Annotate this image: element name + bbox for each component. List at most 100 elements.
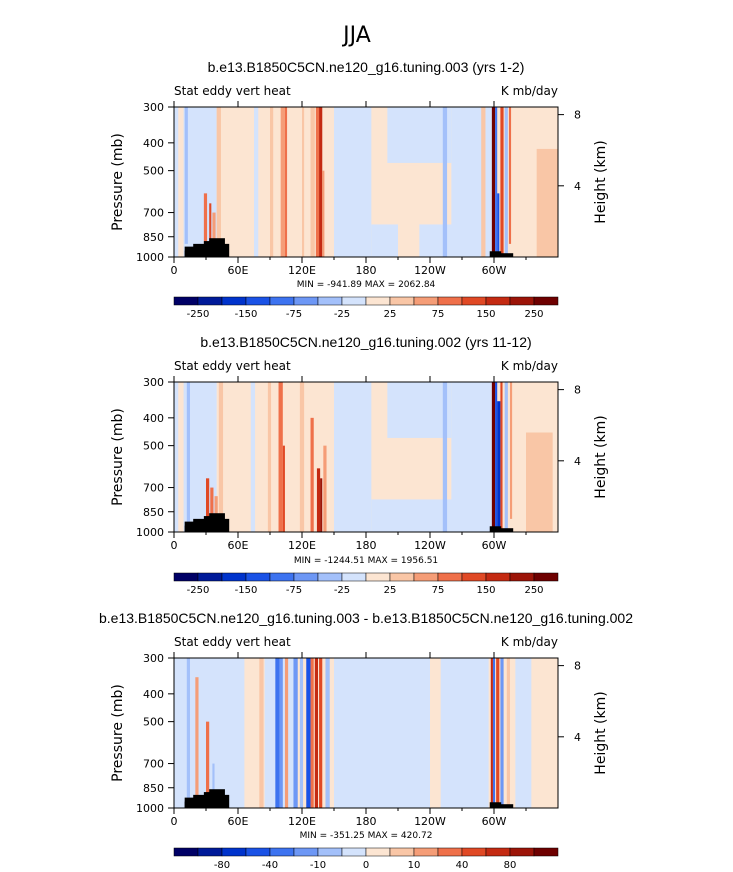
contour-strip bbox=[481, 107, 486, 257]
contour-strip bbox=[497, 401, 501, 532]
contour-strip bbox=[278, 382, 283, 532]
height-tick-label: 4 bbox=[574, 455, 581, 468]
right-string: K mb/day bbox=[501, 635, 558, 649]
topography bbox=[184, 801, 219, 808]
colorbar-cell bbox=[437, 296, 463, 306]
colorbar-cell bbox=[365, 296, 391, 306]
y-tick-label: 300 bbox=[143, 652, 164, 665]
y-tick-label: 850 bbox=[143, 231, 164, 244]
colorbar-cell bbox=[461, 847, 487, 857]
colorbar-cell bbox=[485, 847, 511, 857]
colorbar-cell bbox=[389, 296, 415, 306]
colorbar-cell bbox=[533, 847, 559, 857]
colorbar-cell bbox=[293, 296, 319, 306]
contour-strip bbox=[491, 382, 496, 532]
colorbar-cell bbox=[197, 296, 223, 306]
colorbar-cell bbox=[389, 572, 415, 582]
colorbar-label: -250 bbox=[187, 309, 210, 320]
panel-2: b.e13.B1850C5CN.ne120_g16.tuning.002 (yr… bbox=[110, 334, 609, 596]
contour-strip bbox=[344, 382, 350, 532]
colorbar-label: 150 bbox=[476, 309, 495, 320]
y-tick-label: 1000 bbox=[136, 802, 164, 815]
contour-strip bbox=[310, 417, 314, 532]
contour-strip bbox=[282, 445, 285, 532]
contour-strip bbox=[496, 658, 500, 808]
contour-strip bbox=[536, 658, 556, 808]
contour-strip bbox=[319, 107, 323, 257]
contour-strip bbox=[442, 107, 448, 257]
y-tick-label: 500 bbox=[143, 440, 164, 453]
colorbar-cell bbox=[293, 847, 319, 857]
contour-strip bbox=[212, 212, 216, 257]
contour-strip bbox=[293, 658, 298, 808]
contour-strip bbox=[526, 432, 553, 532]
height-tick-label: 8 bbox=[574, 660, 581, 673]
y-tick-label: 500 bbox=[143, 716, 164, 729]
y-tick-label: 1000 bbox=[136, 251, 164, 264]
contour-strip bbox=[270, 107, 274, 257]
contour-strip bbox=[184, 107, 188, 244]
colorbar-cell bbox=[317, 572, 343, 582]
contour-strip bbox=[275, 658, 280, 808]
left-string: Stat eddy vert heat bbox=[174, 359, 291, 373]
contour-strip bbox=[178, 107, 184, 257]
negative-region bbox=[387, 107, 452, 163]
negative-region bbox=[451, 107, 494, 257]
min-max-stats: MIN = -1244.51 MAX = 1956.51 bbox=[294, 556, 438, 566]
contour-strip bbox=[491, 107, 496, 257]
left-string: Stat eddy vert heat bbox=[174, 635, 291, 649]
contour-strip bbox=[510, 382, 513, 519]
colorbar-label: -10 bbox=[310, 860, 326, 871]
topography bbox=[494, 253, 514, 257]
y-axis-label-right: Height (km) bbox=[593, 691, 609, 774]
y-tick-label: 850 bbox=[143, 782, 164, 795]
contour-strip bbox=[366, 658, 377, 808]
x-tick-label: 60W bbox=[482, 264, 507, 277]
x-tick-label: 180 bbox=[356, 264, 377, 277]
colorbar-label: -25 bbox=[334, 585, 350, 596]
contour-strip bbox=[178, 382, 184, 532]
contour-strip bbox=[186, 382, 190, 526]
colorbar-cell bbox=[485, 296, 511, 306]
contour-strip bbox=[536, 148, 558, 257]
contour-strip bbox=[490, 658, 493, 808]
contour-strip bbox=[323, 445, 327, 532]
contour-strip bbox=[186, 658, 190, 808]
colorbar-label: 40 bbox=[456, 860, 469, 871]
colorbar-cell bbox=[173, 296, 199, 306]
negative-region bbox=[515, 658, 532, 808]
contour-strip bbox=[495, 382, 498, 532]
x-tick-label: 180 bbox=[356, 539, 377, 552]
contour-strip bbox=[280, 107, 285, 257]
field bbox=[174, 382, 558, 532]
colorbar-cell bbox=[437, 847, 463, 857]
height-tick-label: 4 bbox=[574, 180, 581, 193]
negative-region bbox=[451, 382, 494, 532]
y-tick-label: 500 bbox=[143, 165, 164, 178]
contour-strip bbox=[500, 658, 504, 808]
colorbar-label: -75 bbox=[286, 585, 302, 596]
panel-3: b.e13.B1850C5CN.ne120_g16.tuning.003 - b… bbox=[99, 610, 633, 871]
contour-strip bbox=[267, 382, 272, 532]
y-tick-label: 400 bbox=[143, 412, 164, 425]
negative-region bbox=[371, 499, 462, 532]
y-axis-label: Pressure (mb) bbox=[110, 133, 126, 231]
contour-strip bbox=[254, 107, 259, 257]
y-axis-label-right: Height (km) bbox=[593, 415, 609, 498]
panel-title: b.e13.B1850C5CN.ne120_g16.tuning.003 - b… bbox=[99, 610, 633, 626]
y-tick-label: 300 bbox=[143, 376, 164, 389]
contour-strip bbox=[500, 107, 504, 257]
colorbar-cell bbox=[413, 296, 439, 306]
contour-strip bbox=[492, 658, 496, 808]
panel-1: b.e13.B1850C5CN.ne120_g16.tuning.003 (yr… bbox=[110, 59, 609, 320]
contour-strip bbox=[259, 658, 264, 808]
colorbar-cell bbox=[533, 296, 559, 306]
colorbar-cell bbox=[173, 572, 199, 582]
contour-strip bbox=[284, 658, 289, 808]
contour-strip bbox=[319, 658, 323, 808]
colorbar-cell bbox=[221, 572, 247, 582]
colorbar-cell bbox=[221, 847, 247, 857]
contour-strip bbox=[279, 658, 283, 808]
colorbar-cell bbox=[245, 572, 271, 582]
colorbar-cell bbox=[365, 847, 391, 857]
